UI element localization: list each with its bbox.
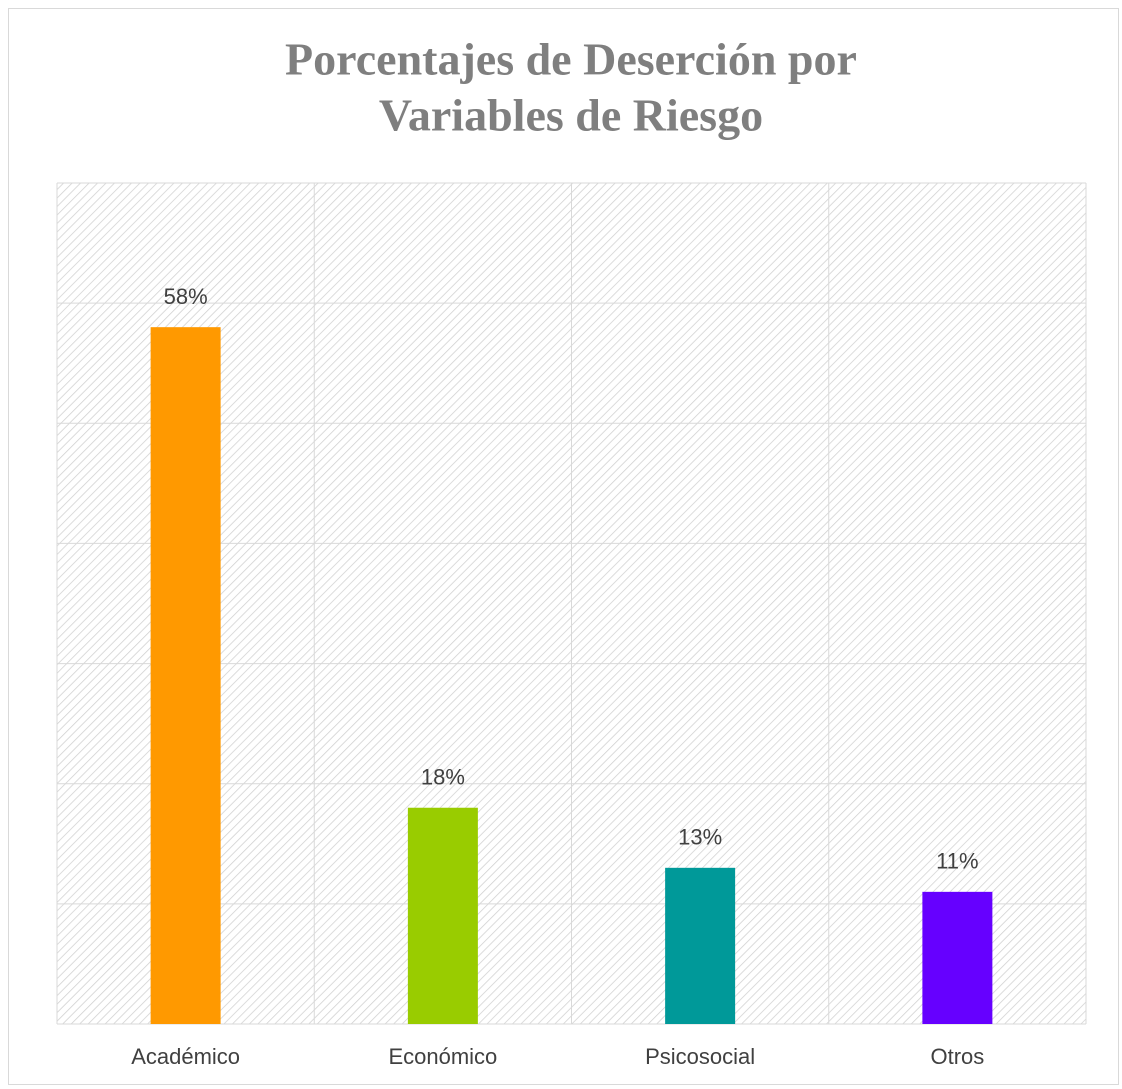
x-tick-label: Económico [388, 1044, 497, 1069]
chart-title: Variables de Riesgo [379, 90, 763, 141]
bar [150, 327, 221, 1025]
x-tick-label: Psicosocial [645, 1044, 755, 1069]
chart-title: Porcentajes de Deserción por [285, 34, 857, 85]
bar [922, 891, 993, 1024]
data-label: 11% [936, 849, 978, 874]
data-label: 18% [421, 765, 465, 790]
data-label: 58% [164, 284, 208, 309]
bar [407, 807, 478, 1024]
x-tick-label: Académico [131, 1044, 240, 1069]
x-tick-label: Otros [930, 1044, 984, 1069]
bar [665, 867, 736, 1024]
data-label: 13% [678, 825, 722, 850]
